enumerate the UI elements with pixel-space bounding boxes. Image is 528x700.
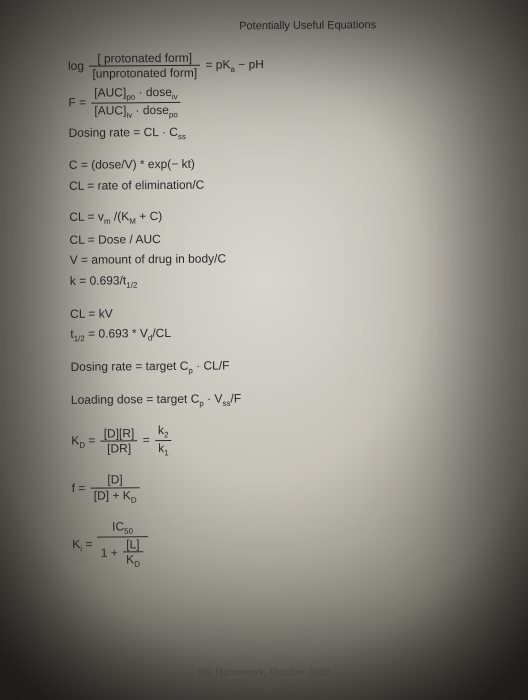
equations-page: Potentially Useful Equations log [ proto… [68,18,493,574]
eq-fraction-bound: f = [D] [D] + KD [72,469,492,505]
eq-cl-kv: CL = kV [70,302,490,322]
eq-cl-dose-auc: CL = Dose / AUC [69,228,489,248]
eq-v-amount: V = amount of drug in body/C [70,248,490,268]
kd-frac: [D][R] [DR] [101,426,138,456]
kd-frac2: k2 k1 [155,423,172,458]
eq-kd: KD = [D][R] [DR] = k2 k1 [71,420,491,459]
eq-cl-rate: CL = rate of elimination/C [69,174,489,194]
eq-dosing-css: Dosing rate = CL · Css [68,121,488,143]
ki-inner-frac: [L] KD [123,537,143,570]
eq-loading-dose: Loading dose = target Cp · Vss/F [71,388,491,410]
f-den: [AUC]iv · dosepo [91,103,181,121]
hh-rhs: = pK [205,57,230,71]
f-eq: F = [68,95,86,109]
page-footer: PK Homework, October 2018 [0,666,528,678]
eq-ki: Ki = IC50 1 + [L] KD [72,516,492,570]
eq-c-exp: C = (dose/V) * exp(− kt) [69,154,489,174]
f-bound-frac: [D] [D] + KD [91,472,140,505]
f-frac: [AUC]po · doseiv [AUC]iv · dosepo [91,85,181,121]
f-num: [AUC]po · doseiv [91,85,181,104]
eq-k-half: k = 0.693/t1/2 [70,269,490,291]
log-text: log [68,59,84,73]
eq-bioavailability: F = [AUC]po · doseiv [AUC]iv · dosepo [68,82,488,121]
hh-frac: [ protonated form] [unprotonated form] [89,51,200,82]
eq-henderson: log [ protonated form] [unprotonated for… [68,48,488,81]
hh-den: [unprotonated form] [89,66,200,81]
ki-frac: IC50 1 + [L] KD [97,519,148,570]
eq-cl-vm: CL = vm /(KM + C) [69,205,489,227]
eq-t-half: t1/2 = 0.693 * Vd/CL [70,323,490,345]
page-title: Potentially Useful Equations [128,18,488,33]
hh-num: [ protonated form] [89,51,200,67]
hh-rhs2: − pH [235,57,264,71]
eq-dosing-target: Dosing rate = target Cp · CL/F [71,355,491,377]
